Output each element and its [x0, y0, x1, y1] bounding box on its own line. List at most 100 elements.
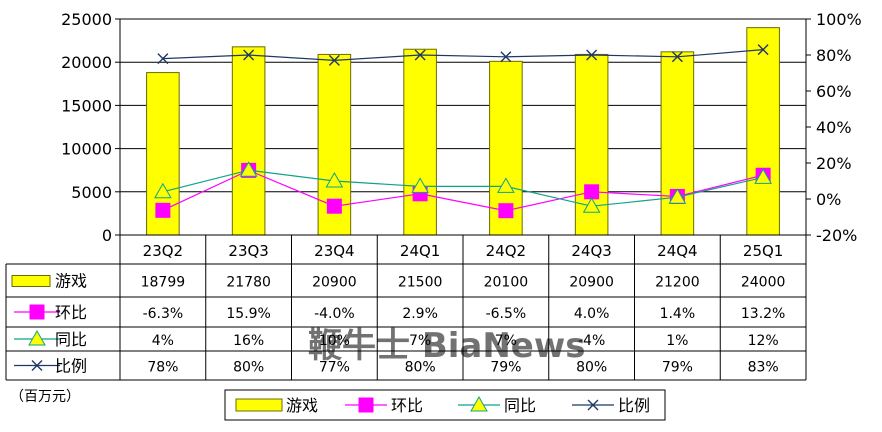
- data-label: -4.0%: [314, 306, 355, 322]
- left-axis-tick-label: 25000: [61, 10, 112, 29]
- data-label: 20900: [569, 275, 614, 291]
- data-label: 79%: [662, 360, 693, 376]
- data-label: 1.4%: [660, 306, 696, 322]
- point-同比-24Q4: [668, 188, 687, 204]
- data-label: 21500: [398, 275, 443, 291]
- right-axis-tick-label: 40%: [816, 118, 852, 137]
- legend-label: 比例: [618, 396, 650, 415]
- point-环比-23Q4: [326, 198, 342, 214]
- category-label: 23Q4: [314, 242, 354, 260]
- row-key-marker: [31, 360, 43, 371]
- right-axis-tick-label: -20%: [816, 226, 857, 245]
- data-label: -4%: [578, 333, 605, 349]
- point-比例-24Q4: [671, 51, 683, 63]
- legend-label: 游戏: [286, 396, 318, 415]
- left-axis-tick-label: 5000: [71, 183, 112, 202]
- point-比例-24Q3: [586, 49, 598, 61]
- bar-series: [146, 27, 780, 236]
- data-label: 24000: [741, 275, 786, 291]
- data-label: 78%: [147, 360, 178, 376]
- row-key-marker: [28, 329, 46, 346]
- point-环比-24Q2: [498, 203, 514, 219]
- right-axis-tick-label: 20%: [816, 154, 852, 173]
- data-table: 23Q2 23Q3 23Q4 24Q1 24Q2 24Q3 24Q4 25Q1 游戏 18799 2…: [5, 235, 807, 381]
- line-比例: [162, 49, 764, 62]
- point-环比-24Q3: [584, 184, 600, 200]
- point-同比-24Q1: [411, 177, 429, 193]
- point-比例-23Q4: [328, 54, 340, 66]
- legend-key-marker: [358, 397, 374, 413]
- unit-note: （百万元）: [10, 389, 80, 405]
- legend-key-bar: [235, 398, 283, 412]
- data-label: -6.5%: [486, 306, 527, 322]
- line-series: [154, 44, 772, 219]
- legend: 游戏 环比 同比 比例: [224, 389, 666, 421]
- row-label: 环比: [55, 303, 87, 322]
- left-axis-tick-label: 20000: [61, 53, 112, 72]
- category-label: 24Q2: [486, 242, 526, 260]
- data-label: 18799: [141, 275, 186, 291]
- line-环比: [162, 169, 764, 212]
- bar-24Q4: [660, 51, 695, 236]
- data-label: 13.2%: [741, 306, 785, 322]
- point-同比-24Q2: [497, 177, 515, 193]
- data-label: 15.9%: [226, 306, 270, 322]
- data-label: 7%: [409, 333, 431, 349]
- data-label: 80%: [233, 360, 264, 376]
- data-label: 10%: [319, 333, 350, 349]
- category-label: 23Q2: [143, 242, 183, 260]
- data-label: 77%: [319, 360, 350, 376]
- category-label: 25Q1: [743, 242, 783, 260]
- category-label: 24Q1: [400, 242, 440, 260]
- left-axis-tick-label: 10000: [61, 140, 112, 159]
- point-比例-23Q3: [243, 49, 255, 61]
- row-label: 游戏: [55, 272, 87, 291]
- right-axis-tick-label: 80%: [816, 46, 852, 65]
- right-axis-tick-label: 0%: [816, 190, 841, 209]
- data-label: 12%: [748, 333, 779, 349]
- row-key-marker: [29, 304, 45, 320]
- row-label: 同比: [55, 330, 87, 349]
- data-label: 1%: [666, 333, 688, 349]
- data-label: 20100: [484, 275, 529, 291]
- axes: 0 5000 10000 15000 20000 25000 -20% 0% 20% 40% 60%…: [61, 10, 862, 245]
- data-label: 21200: [655, 275, 700, 291]
- category-label: 24Q3: [571, 242, 611, 260]
- legend-key-marker: [587, 399, 599, 411]
- bar-25Q1: [746, 27, 780, 236]
- data-label: 16%: [233, 333, 264, 349]
- line-同比: [162, 169, 764, 207]
- bar-23Q3: [231, 46, 266, 236]
- data-label: -6.3%: [143, 306, 184, 322]
- right-axis-tick-label: 100%: [816, 10, 862, 29]
- data-label: 4.0%: [574, 306, 610, 322]
- legend-label: 同比: [504, 396, 536, 415]
- row-key-游戏: [11, 275, 51, 287]
- data-label: 21780: [226, 275, 271, 291]
- point-同比-25Q1: [754, 168, 772, 184]
- left-axis-tick-label: 0: [102, 226, 112, 245]
- data-label: 7%: [495, 333, 517, 349]
- category-label: 24Q4: [657, 242, 697, 260]
- data-label: 80%: [405, 360, 436, 376]
- point-同比-23Q4: [325, 171, 344, 188]
- right-axis-tick-label: 60%: [816, 82, 852, 101]
- legend-label: 环比: [391, 396, 423, 415]
- bar-24Q1: [403, 48, 437, 236]
- point-环比-23Q2: [155, 202, 171, 218]
- legend-key-marker: [470, 395, 488, 412]
- point-同比-23Q2: [154, 182, 172, 199]
- point-比例-24Q2: [500, 51, 512, 63]
- point-同比-23Q3: [239, 161, 258, 177]
- data-label: 79%: [490, 360, 521, 376]
- watermark: 鞭牛士 BiaNews: [308, 326, 586, 366]
- point-比例-24Q1: [414, 49, 426, 61]
- data-label: 4%: [152, 333, 174, 349]
- data-label: 83%: [748, 360, 779, 376]
- point-比例-23Q2: [157, 53, 169, 65]
- category-label: 23Q3: [228, 242, 268, 260]
- point-同比-24Q3: [582, 197, 601, 213]
- gridlines: [120, 18, 806, 193]
- left-axis-tick-label: 15000: [61, 96, 112, 115]
